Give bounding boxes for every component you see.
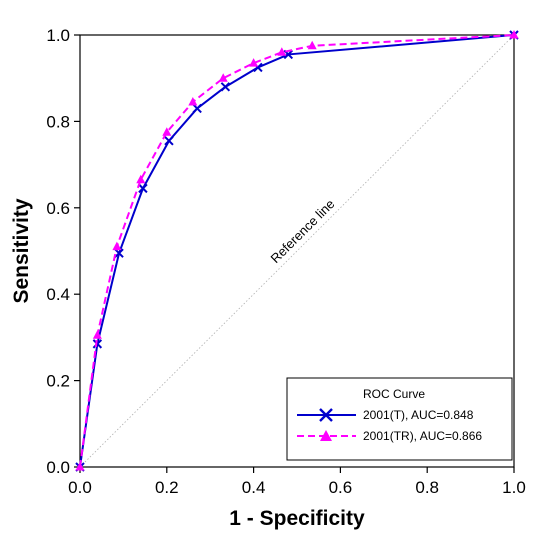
- axis-ticks: 0.0 0.2 0.4 0.6 0.8 1.0 0.0 0.2 0.4 0.6 0.8 1.0: [46, 26, 525, 497]
- data-point: [220, 82, 231, 92]
- legend-box: [286, 377, 513, 461]
- data-point: [249, 58, 259, 67]
- x-axis-title: 1 - Specificity: [229, 507, 365, 530]
- data-point: [509, 30, 519, 39]
- data-point: [92, 330, 102, 339]
- y-tick-label: 0.0: [46, 458, 70, 477]
- legend-marker-series-1: [319, 408, 333, 422]
- y-tick-label: 0.2: [46, 372, 70, 391]
- legend-marker-series-2: [320, 430, 332, 441]
- y-tick-label: 0.4: [46, 285, 70, 304]
- legend: ROC Curve 2001(T), AUC=0.848 2001(TR), A…: [286, 377, 513, 461]
- series-2: [75, 30, 519, 471]
- data-point: [75, 462, 85, 471]
- data-point: [162, 127, 172, 136]
- x-tick-label: 0.4: [242, 478, 266, 497]
- y-axis-title: Sensitivity: [10, 198, 33, 303]
- y-tick-label: 0.8: [46, 112, 70, 131]
- data-point: [307, 40, 317, 50]
- data-point: [218, 73, 228, 82]
- x-tick-label: 0.2: [155, 478, 179, 497]
- y-tick-label: 0.6: [46, 199, 70, 218]
- y-tick-label: 1.0: [46, 26, 70, 45]
- data-point: [136, 174, 146, 184]
- reference-line-label: Reference line: [268, 196, 338, 266]
- data-point: [192, 103, 202, 114]
- data-point: [114, 248, 124, 258]
- legend-title: ROC Curve: [363, 387, 425, 401]
- legend-label-series-1: 2001(T), AUC=0.848: [363, 408, 474, 422]
- x-tick-label: 1.0: [502, 478, 526, 497]
- x-tick-label: 0.6: [329, 478, 353, 497]
- legend-label-series-2: 2001(TR), AUC=0.866: [363, 429, 482, 443]
- x-tick-label: 0.8: [415, 478, 439, 497]
- series-group: [75, 30, 519, 472]
- x-tick-label: 0.0: [68, 478, 92, 497]
- data-point: [164, 136, 174, 146]
- data-point: [92, 339, 103, 349]
- series-1-line: [79, 34, 515, 468]
- data-point: [138, 183, 148, 194]
- plot-frame: [79, 34, 515, 468]
- data-point: [277, 47, 287, 56]
- data-point: [112, 241, 122, 251]
- reference-line: [79, 34, 515, 468]
- data-point: [188, 96, 198, 106]
